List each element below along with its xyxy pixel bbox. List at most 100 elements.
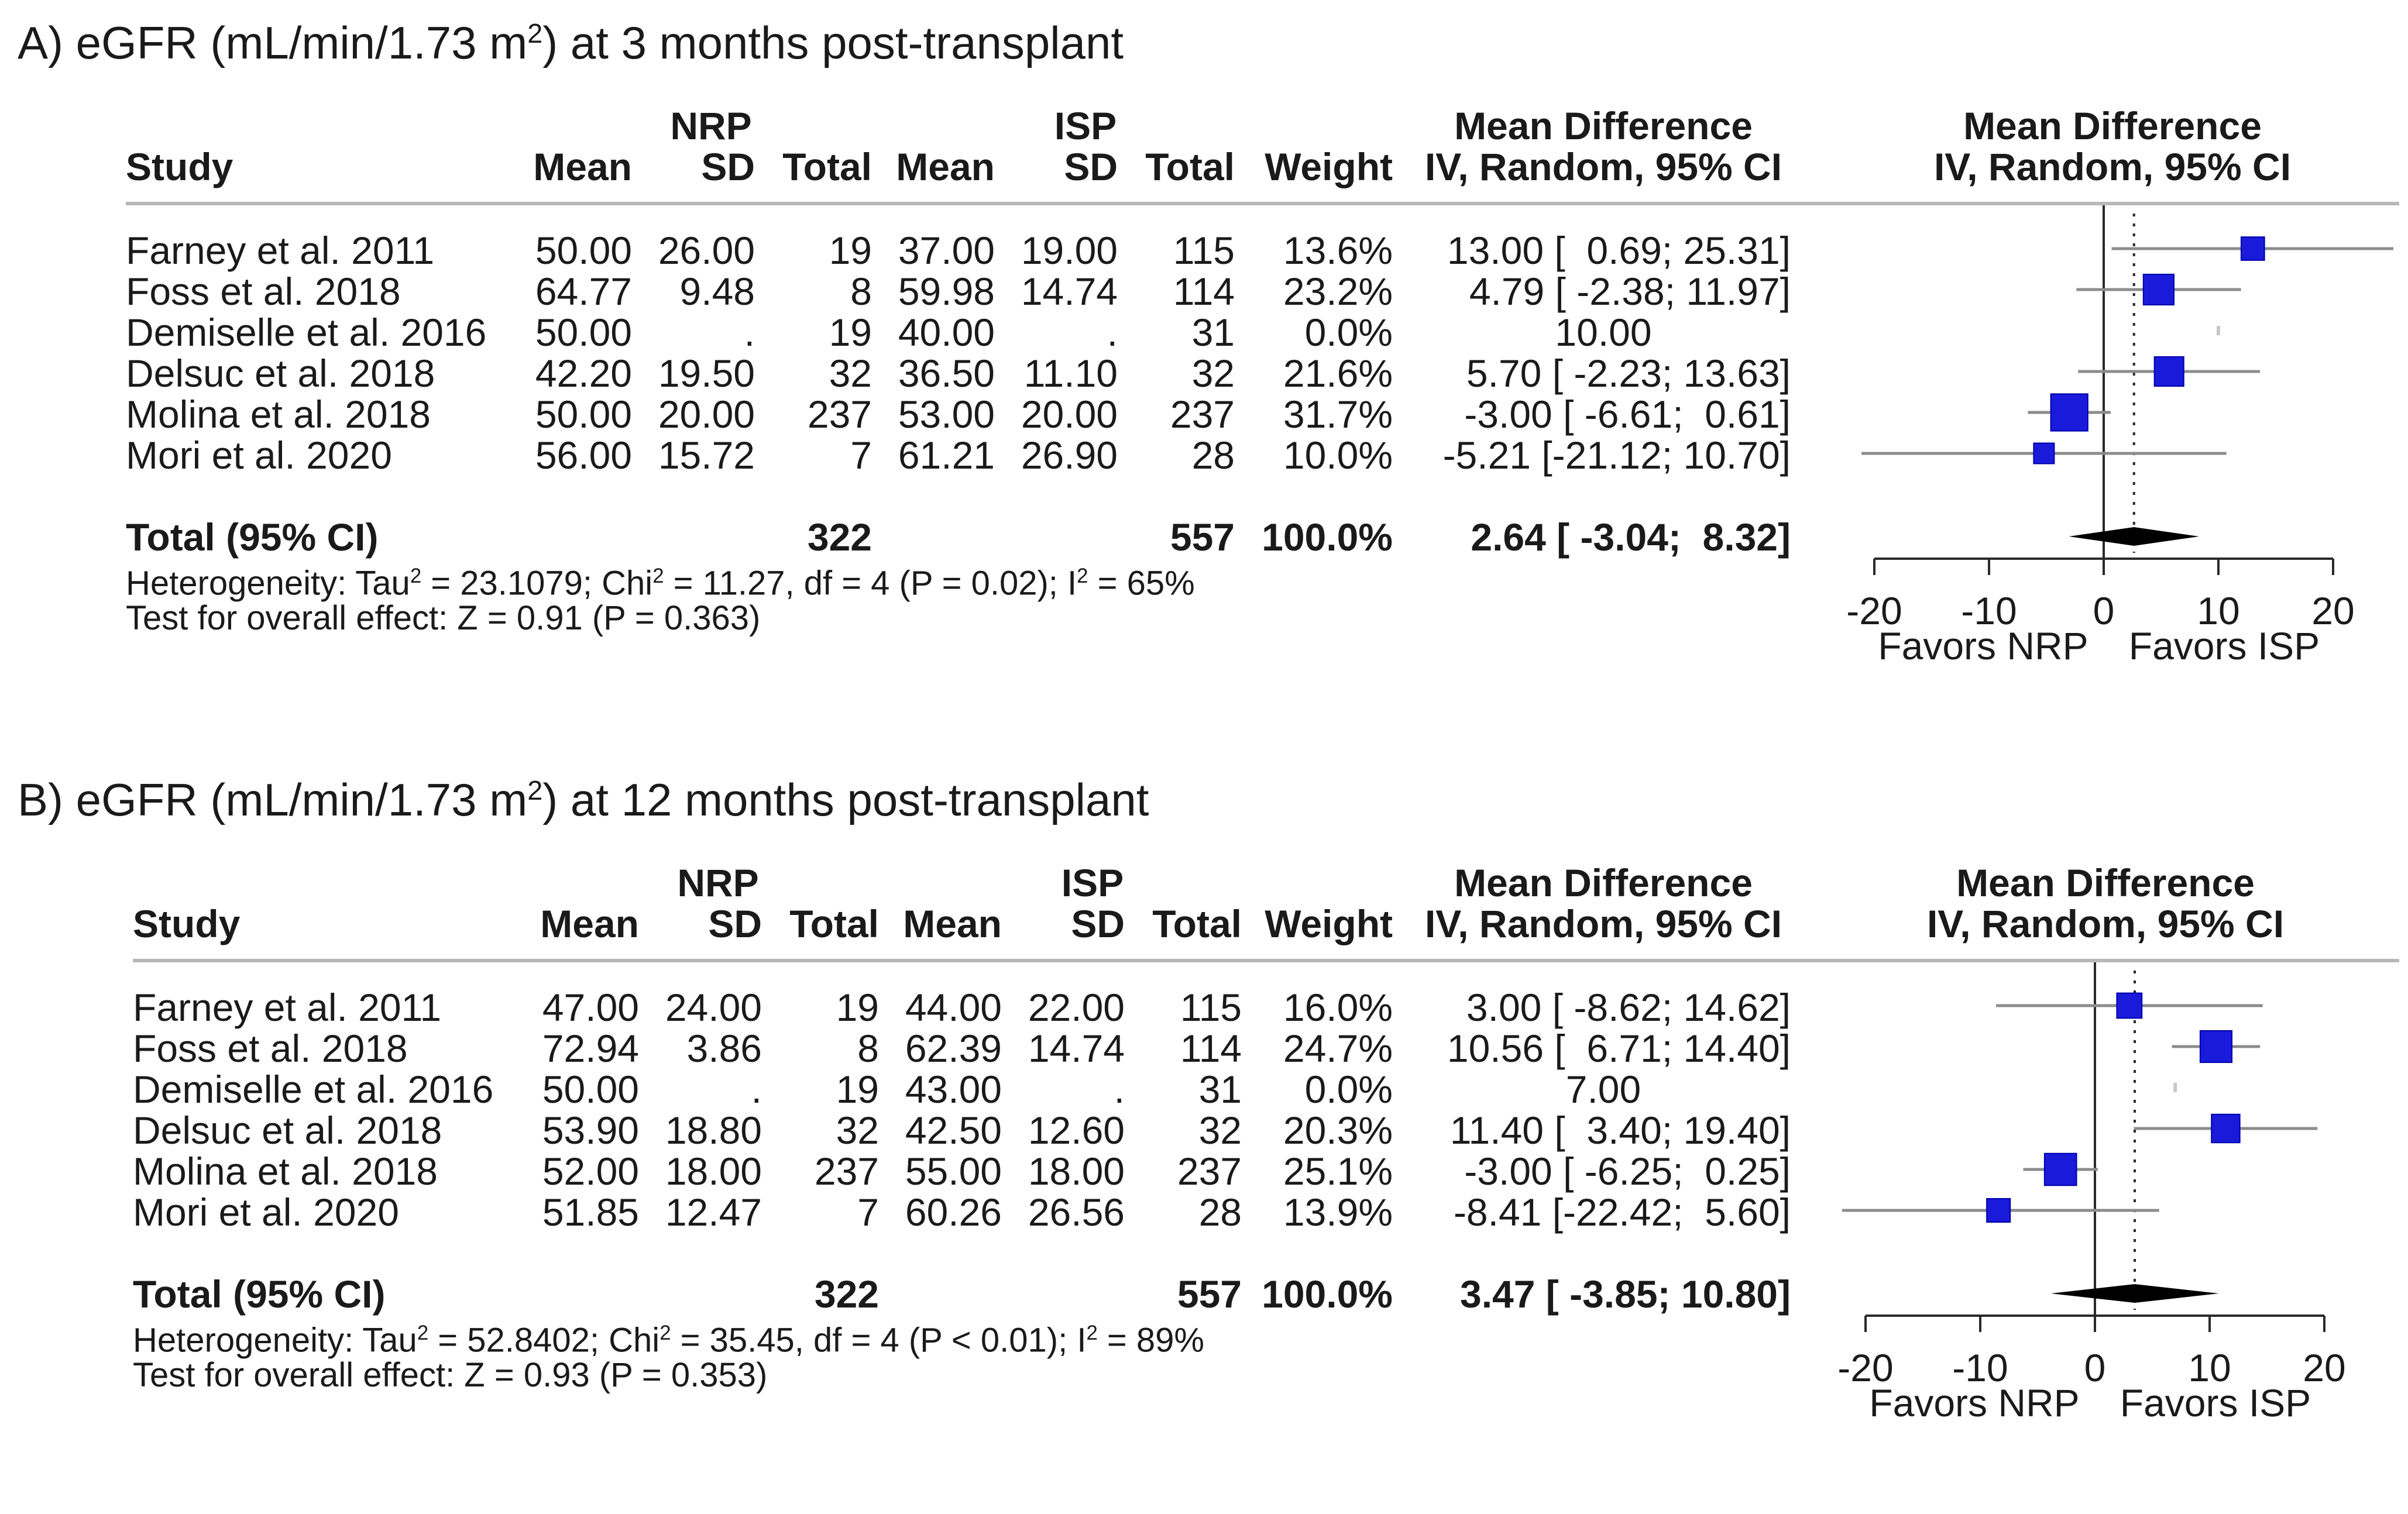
header-rule: [126, 202, 2399, 205]
isp-mean: 62.39: [905, 1027, 1002, 1070]
study-name: Molina et al. 2018: [133, 1150, 438, 1193]
favors-right-label: Favors ISP: [2129, 624, 2320, 667]
isp-sd: 26.90: [1021, 433, 1118, 477]
study-weight: 13.6%: [1283, 229, 1393, 272]
x-tick-label: -20: [1837, 1346, 1893, 1389]
isp-total: 32: [1198, 1109, 1242, 1152]
study-name: Farney et al. 2011: [133, 986, 442, 1029]
header-isp-sd: SD: [1064, 145, 1118, 188]
header-weight: Weight: [1265, 902, 1393, 945]
nrp-mean: 53.90: [542, 1109, 639, 1152]
study-weight: 21.6%: [1283, 352, 1393, 395]
nrp-mean: 50.00: [535, 393, 632, 436]
total-weight: 100.0%: [1262, 1272, 1393, 1316]
study-effect-square: [1986, 1198, 2011, 1223]
nrp-total: 19: [829, 229, 872, 272]
x-tick-label: -10: [1961, 589, 2017, 632]
isp-sd: 14.74: [1028, 1027, 1125, 1070]
isp-sd: 20.00: [1021, 393, 1118, 436]
nrp-total: 32: [836, 1109, 879, 1152]
study-md-ci: 7.00: [1565, 1068, 1641, 1111]
header-isp-total: Total: [1152, 902, 1242, 945]
study-md-ci: 4.79 [ -2.38; 11.97]: [1469, 270, 1791, 313]
total-md-ci: 3.47 [ -3.85; 10.80]: [1460, 1272, 1791, 1316]
nrp-mean: 51.85: [542, 1190, 639, 1234]
total-weight: 100.0%: [1262, 515, 1393, 559]
favors-right-label: Favors ISP: [2120, 1381, 2311, 1424]
nrp-sd: 15.72: [658, 433, 755, 477]
nrp-total: 237: [814, 1150, 879, 1193]
panel-title: A) eGFR (mL/min/1.73 m2) at 3 months pos…: [18, 17, 1124, 68]
study-effect-square: [2050, 393, 2088, 432]
nrp-mean: 64.77: [535, 270, 632, 313]
study-effect-square: [2153, 356, 2184, 387]
heterogeneity-text: Heterogeneity: Tau2 = 52.8402; Chi2 = 35…: [133, 1321, 1204, 1360]
header-plot-line1: Mean Difference: [1956, 861, 2255, 904]
study-weight: 20.3%: [1283, 1109, 1393, 1152]
header-isp-mean: Mean: [896, 145, 995, 188]
study-effect-square: [2240, 236, 2265, 261]
header-md-line1: Mean Difference: [1454, 104, 1753, 147]
panel-title: B) eGFR (mL/min/1.73 m2) at 12 months po…: [18, 774, 1149, 825]
forest-plot-svg: -20 -10 0 10 20 Favors NRP Favors ISP: [1837, 962, 2346, 1424]
header-isp-mean: Mean: [903, 902, 1002, 945]
study-md-ci: 5.70 [ -2.23; 13.63]: [1466, 352, 1791, 395]
study-name: Mori et al. 2020: [133, 1190, 399, 1234]
study-effect-square: [2211, 1113, 2241, 1144]
isp-mean: 36.50: [898, 352, 995, 395]
header-isp: ISP: [1054, 104, 1117, 147]
study-weight: 16.0%: [1283, 986, 1393, 1029]
title-superscript: 2: [527, 18, 543, 49]
nrp-mean: 72.94: [542, 1027, 639, 1070]
header-study: Study: [126, 145, 233, 188]
nrp-mean: 42.20: [535, 352, 632, 395]
study-effect-square: [2043, 1152, 2077, 1186]
total-nrp: 322: [814, 1272, 879, 1316]
superscript: 2: [1086, 1322, 1098, 1344]
nrp-total: 19: [836, 1068, 879, 1111]
favors-left-label: Favors NRP: [1878, 624, 2088, 667]
isp-total: 115: [1180, 986, 1242, 1029]
header-nrp: NRP: [670, 104, 752, 147]
isp-mean: 42.50: [905, 1109, 1002, 1152]
superscript: 2: [417, 1322, 429, 1344]
nrp-sd: 24.00: [665, 986, 762, 1029]
isp-mean: 37.00: [898, 229, 995, 272]
x-tick-label: 0: [2093, 589, 2115, 632]
favors-left-label: Favors NRP: [1869, 1381, 2079, 1424]
study-name: Demiselle et al. 2016: [126, 311, 487, 354]
isp-mean: 53.00: [898, 393, 995, 436]
total-isp: 557: [1177, 1272, 1242, 1316]
total-isp: 557: [1170, 515, 1235, 559]
pooled-effect-diamond: [2069, 527, 2200, 546]
nrp-total: 32: [829, 352, 872, 395]
nrp-sd: .: [751, 1068, 762, 1111]
heterogeneity-text: Heterogeneity: Tau2 = 23.1079; Chi2 = 11…: [126, 564, 1195, 603]
nrp-mean: 50.00: [542, 1068, 639, 1111]
study-md-ci: 10.00: [1555, 311, 1652, 354]
isp-total: 28: [1191, 433, 1235, 477]
header-nrp: NRP: [677, 861, 759, 904]
isp-total: 115: [1173, 229, 1235, 272]
header-plot-line2: IV, Random, 95% CI: [1933, 145, 2292, 188]
header-plot-line2: IV, Random, 95% CI: [1926, 902, 2285, 945]
isp-total: 31: [1198, 1068, 1242, 1111]
study-md-ci: 13.00 [ 0.69; 25.31]: [1447, 229, 1791, 272]
pooled-effect-diamond: [2050, 1284, 2219, 1303]
header-isp-sd: SD: [1071, 902, 1125, 945]
header-nrp-sd: SD: [708, 902, 762, 945]
header-md-line2: IV, Random, 95% CI: [1424, 902, 1782, 945]
study-md-ci: -3.00 [ -6.25; 0.25]: [1464, 1150, 1791, 1193]
study-md-ci: 11.40 [ 3.40; 19.40]: [1449, 1109, 1791, 1152]
isp-mean: 44.00: [905, 986, 1002, 1029]
total-md-ci: 2.64 [ -3.04; 8.32]: [1471, 515, 1791, 559]
nrp-sd: 3.86: [686, 1027, 762, 1070]
study-md-ci: 3.00 [ -8.62; 14.62]: [1466, 986, 1791, 1029]
nrp-sd: 9.48: [679, 270, 755, 313]
study-effect-square: [2116, 992, 2143, 1019]
nrp-mean: 50.00: [535, 229, 632, 272]
isp-sd: 18.00: [1028, 1150, 1125, 1193]
nrp-sd: .: [744, 311, 755, 354]
header-nrp-total: Total: [789, 902, 879, 945]
study-name: Demiselle et al. 2016: [133, 1068, 494, 1111]
